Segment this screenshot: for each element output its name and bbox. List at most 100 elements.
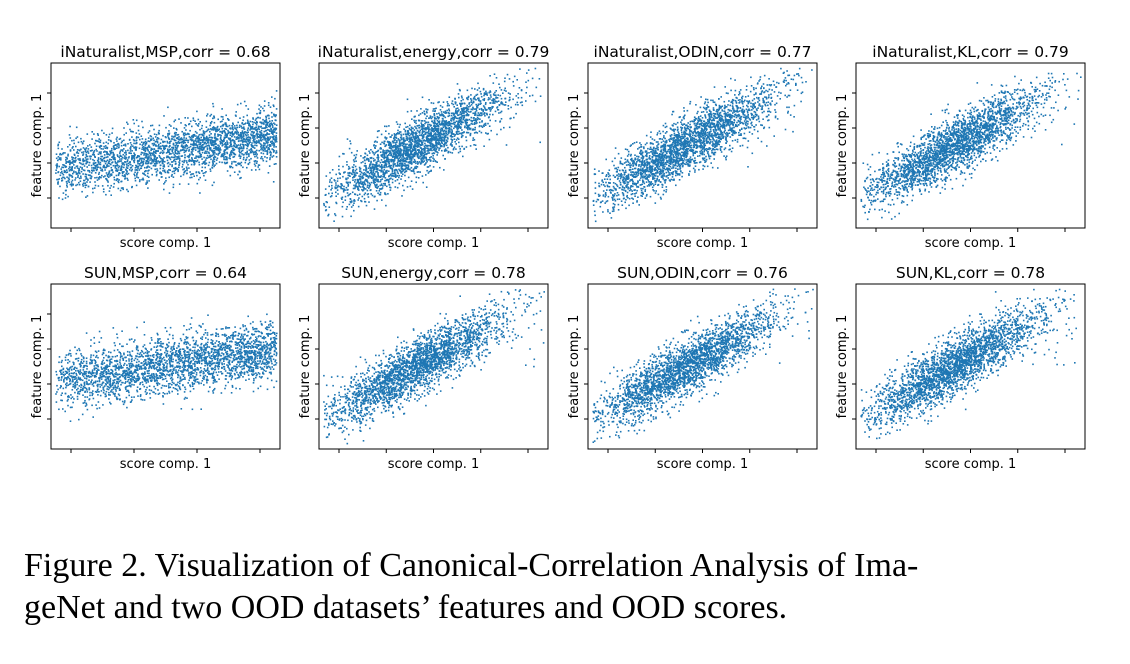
scatter-point [220,115,223,118]
scatter-point [472,129,475,131]
scatter-point [376,167,379,170]
scatter-point [426,135,429,138]
scatter-point [237,131,239,134]
scatter-point [427,172,430,174]
scatter-point [155,174,158,177]
scatter-point [188,156,190,159]
scatter-point [422,140,424,142]
scatter-point [404,149,406,152]
scatter-point [208,138,210,141]
scatter-point [243,131,246,134]
scatter-point [371,177,374,179]
scatter-point [142,145,145,148]
scatter-point [68,173,71,176]
scatter-point [57,182,59,184]
scatter-point [157,150,159,152]
scatter-point [391,178,394,181]
scatter-point [162,140,164,143]
scatter-point [142,172,145,175]
scatter-point [133,161,136,164]
scatter-point [241,131,244,134]
scatter-point [185,166,188,169]
scatter-point [411,118,413,120]
scatter-point [450,122,453,125]
scatter-point [331,192,333,195]
scatter-point [248,149,251,151]
scatter-point [268,165,271,167]
scatter-point [233,148,236,151]
scatter-point [433,130,436,133]
scatter-point [434,122,437,125]
scatter-point [442,130,445,133]
scatter-point [260,146,262,148]
scatter-point [387,165,390,168]
scatter-point [132,138,135,141]
scatter-point [201,158,203,160]
scatter-point [531,94,534,97]
scatter-point [206,136,208,139]
scatter-point [411,188,414,190]
scatter-point [77,176,79,178]
scatter-point [439,109,442,111]
scatter-point [69,137,72,139]
scatter-point [264,150,266,152]
scatter-point [206,113,209,115]
scatter-point [267,148,269,150]
scatter-point [371,173,373,176]
scatter-point [203,156,205,159]
scatter-point [114,158,116,160]
scatter-point [199,139,202,141]
scatter-point [396,157,399,159]
scatter-point [118,138,121,140]
scatter-point [237,162,240,164]
scatter-point [438,137,440,139]
scatter-point [505,101,507,103]
scatter-point [275,136,278,139]
scatter-point [121,162,123,164]
scatter-point [379,191,382,194]
scatter-point [118,146,120,148]
scatter-point [198,150,201,152]
scatter-point [389,189,392,191]
scatter-point [229,138,232,140]
scatter-point [126,177,129,180]
scatter-point [405,161,408,163]
scatter-point [402,169,405,171]
scatter-point [393,160,396,162]
scatter-point [232,134,235,136]
scatter-point [251,142,253,144]
scatter-point [431,152,434,155]
scatter-point [213,121,216,124]
scatter-point [393,137,395,140]
scatter-point [404,129,407,132]
scatter-point [206,154,209,157]
scatter-point [470,108,473,111]
scatter-point [531,77,534,80]
scatter-point [432,166,435,168]
scatter-point [512,80,514,83]
scatter-point [404,160,407,163]
scatter-point [251,145,254,148]
scatter-point [113,158,115,161]
scatter-point [126,188,128,191]
scatter-point [202,161,205,163]
scatter-point [437,124,440,127]
scatter-point [265,118,268,121]
scatter-point [240,155,242,158]
scatter-point [223,140,225,142]
scatter-point [477,114,480,117]
scatter-point [89,177,92,179]
scatter-point [430,132,433,135]
scatter-point [471,120,474,122]
scatter-point [221,142,223,144]
scatter-point [105,134,108,136]
scatter-point [169,140,171,143]
scatter-point [503,126,505,129]
scatter-point [222,144,224,146]
scatter-point [118,144,120,146]
scatter-point [470,98,472,100]
scatter-point [443,124,445,126]
scatter-point [107,156,109,158]
scatter-point [368,165,371,168]
scatter-point [380,164,383,166]
